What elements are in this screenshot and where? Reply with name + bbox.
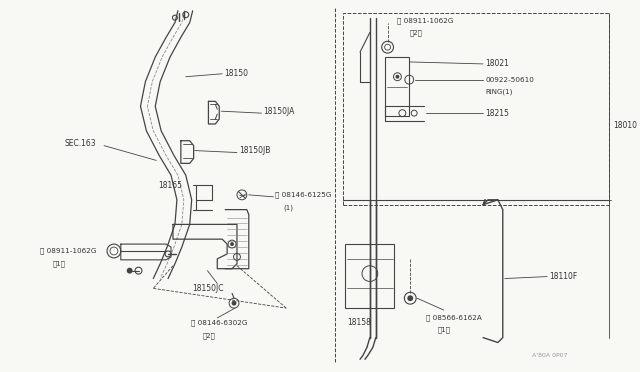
Text: 18110F: 18110F bbox=[549, 272, 577, 281]
Text: Ⓢ 08566-6162A: Ⓢ 08566-6162A bbox=[426, 315, 482, 321]
Text: 18165: 18165 bbox=[158, 180, 182, 189]
Text: 18010: 18010 bbox=[613, 121, 637, 131]
Text: （2）: （2） bbox=[409, 29, 422, 36]
Text: （2）: （2） bbox=[202, 332, 216, 339]
Text: (1): (1) bbox=[284, 204, 293, 211]
Bar bbox=[343, 13, 609, 205]
Text: 18158: 18158 bbox=[348, 318, 371, 327]
Text: Ⓝ 08911-1062G: Ⓝ 08911-1062G bbox=[397, 17, 454, 24]
Text: Ⓝ 08911-1062G: Ⓝ 08911-1062G bbox=[40, 248, 97, 254]
Text: 18150JC: 18150JC bbox=[193, 284, 224, 293]
Text: （1）: （1） bbox=[53, 260, 66, 267]
Text: SEC.163: SEC.163 bbox=[65, 139, 96, 148]
Circle shape bbox=[407, 295, 413, 301]
Circle shape bbox=[232, 301, 236, 306]
Text: Ⓑ 08146-6302G: Ⓑ 08146-6302G bbox=[191, 320, 247, 326]
Bar bbox=[345, 244, 394, 308]
Text: A'80A 0P07: A'80A 0P07 bbox=[532, 353, 568, 358]
Bar bbox=[385, 57, 409, 116]
Text: RING(1): RING(1) bbox=[485, 88, 513, 95]
Text: 18150: 18150 bbox=[224, 69, 248, 78]
Text: 18150JB: 18150JB bbox=[239, 146, 270, 155]
Text: 18021: 18021 bbox=[485, 60, 509, 68]
Text: Ⓑ 08146-6125G: Ⓑ 08146-6125G bbox=[275, 192, 332, 198]
Circle shape bbox=[230, 242, 234, 246]
Circle shape bbox=[396, 75, 399, 79]
Text: 00922-50610: 00922-50610 bbox=[485, 77, 534, 83]
Text: 18150JA: 18150JA bbox=[264, 107, 295, 116]
Circle shape bbox=[127, 268, 132, 274]
Text: 18215: 18215 bbox=[485, 109, 509, 118]
Text: （1）: （1） bbox=[438, 327, 451, 333]
